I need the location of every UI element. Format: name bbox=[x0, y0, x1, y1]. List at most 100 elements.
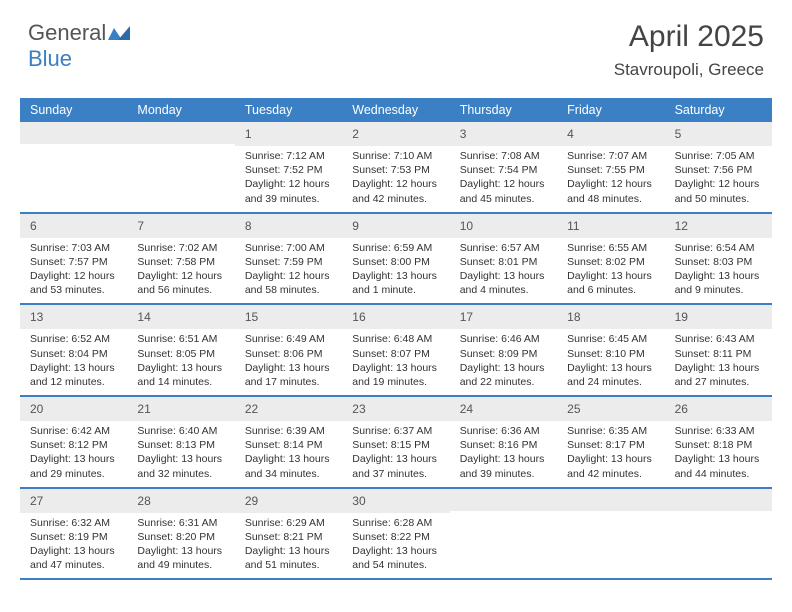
day-number-row: 2 bbox=[342, 122, 449, 146]
brand-word-b: Blue bbox=[28, 46, 72, 71]
sunrise-text: Sunrise: 6:46 AM bbox=[460, 332, 547, 346]
day-details: Sunrise: 6:54 AMSunset: 8:03 PMDaylight:… bbox=[665, 241, 772, 298]
weekday-label: Sunday bbox=[20, 98, 127, 122]
sunrise-text: Sunrise: 6:33 AM bbox=[675, 424, 762, 438]
day-number: 6 bbox=[30, 219, 37, 233]
brand-logo: General Blue bbox=[28, 20, 130, 72]
weekday-header: SundayMondayTuesdayWednesdayThursdayFrid… bbox=[20, 98, 772, 122]
weekday-label: Wednesday bbox=[342, 98, 449, 122]
week-row: 20Sunrise: 6:42 AMSunset: 8:12 PMDayligh… bbox=[20, 397, 772, 489]
day-number: 19 bbox=[675, 310, 688, 324]
sunrise-text: Sunrise: 6:59 AM bbox=[352, 241, 439, 255]
day-details: Sunrise: 7:08 AMSunset: 7:54 PMDaylight:… bbox=[450, 149, 557, 206]
sunset-text: Sunset: 8:14 PM bbox=[245, 438, 332, 452]
day-number: 24 bbox=[460, 402, 473, 416]
day-number-row: 8 bbox=[235, 214, 342, 238]
day-number: 25 bbox=[567, 402, 580, 416]
day-cell: 28Sunrise: 6:31 AMSunset: 8:20 PMDayligh… bbox=[127, 489, 234, 579]
daylight-text: Daylight: 12 hours and 53 minutes. bbox=[30, 269, 117, 297]
daylight-text: Daylight: 13 hours and 51 minutes. bbox=[245, 544, 332, 572]
day-cell: 18Sunrise: 6:45 AMSunset: 8:10 PMDayligh… bbox=[557, 305, 664, 395]
day-cell: 24 Sunrise: 6:36 AMSunset: 8:16 PMDayligh… bbox=[450, 397, 557, 487]
daylight-text: Daylight: 12 hours and 42 minutes. bbox=[352, 177, 439, 205]
sunrise-text: Sunrise: 6:29 AM bbox=[245, 516, 332, 530]
sunset-text: Sunset: 8:05 PM bbox=[137, 347, 224, 361]
daylight-text: Daylight: 12 hours and 50 minutes. bbox=[675, 177, 762, 205]
sunset-text: Sunset: 7:59 PM bbox=[245, 255, 332, 269]
day-cell: 21Sunrise: 6:40 AMSunset: 8:13 PMDayligh… bbox=[127, 397, 234, 487]
day-details: Sunrise: 6:59 AMSunset: 8:00 PMDaylight:… bbox=[342, 241, 449, 298]
day-number-row: 29 bbox=[235, 489, 342, 513]
daylight-text: Daylight: 13 hours and 17 minutes. bbox=[245, 361, 332, 389]
day-number-row: 4 bbox=[557, 122, 664, 146]
sunset-text: Sunset: 8:15 PM bbox=[352, 438, 439, 452]
sunrise-text: Sunrise: 7:02 AM bbox=[137, 241, 224, 255]
sunset-text: Sunset: 8:12 PM bbox=[30, 438, 117, 452]
day-number-row: 17 bbox=[450, 305, 557, 329]
day-number-row bbox=[557, 489, 664, 511]
day-details: Sunrise: 6:51 AMSunset: 8:05 PMDaylight:… bbox=[127, 332, 234, 389]
daylight-text: Daylight: 13 hours and 1 minute. bbox=[352, 269, 439, 297]
day-cell: 19Sunrise: 6:43 AMSunset: 8:11 PMDayligh… bbox=[665, 305, 772, 395]
sunrise-text: Sunrise: 6:49 AM bbox=[245, 332, 332, 346]
sunset-text: Sunset: 7:55 PM bbox=[567, 163, 654, 177]
day-cell: 16Sunrise: 6:48 AMSunset: 8:07 PMDayligh… bbox=[342, 305, 449, 395]
daylight-text: Daylight: 13 hours and 6 minutes. bbox=[567, 269, 654, 297]
sunset-text: Sunset: 8:06 PM bbox=[245, 347, 332, 361]
day-cell: 15 Sunrise: 6:49 AMSunset: 8:06 PMDayligh… bbox=[235, 305, 342, 395]
day-number-row: 30 bbox=[342, 489, 449, 513]
day-details: Sunrise: 6:29 AMSunset: 8:21 PMDaylight:… bbox=[235, 516, 342, 573]
day-number-row: 13 bbox=[20, 305, 127, 329]
day-number: 17 bbox=[460, 310, 473, 324]
daylight-text: Daylight: 13 hours and 42 minutes. bbox=[567, 452, 654, 480]
sunset-text: Sunset: 8:04 PM bbox=[30, 347, 117, 361]
day-cell: 5Sunrise: 7:05 AMSunset: 7:56 PMDaylight… bbox=[665, 122, 772, 212]
day-number-row bbox=[665, 489, 772, 511]
day-details: Sunrise: 7:10 AMSunset: 7:53 PMDaylight:… bbox=[342, 149, 449, 206]
day-number: 14 bbox=[137, 310, 150, 324]
day-details: Sunrise: 6:55 AMSunset: 8:02 PMDaylight:… bbox=[557, 241, 664, 298]
day-number-row: 27 bbox=[20, 489, 127, 513]
daylight-text: Daylight: 13 hours and 9 minutes. bbox=[675, 269, 762, 297]
weekday-label: Monday bbox=[127, 98, 234, 122]
day-number-row: 14 bbox=[127, 305, 234, 329]
day-details: Sunrise: 6:46 AMSunset: 8:09 PMDaylight:… bbox=[450, 332, 557, 389]
day-number-row: 26 bbox=[665, 397, 772, 421]
sunrise-text: Sunrise: 6:43 AM bbox=[675, 332, 762, 346]
day-number: 2 bbox=[352, 127, 359, 141]
week-row: 13 Sunrise: 6:52 AMSunset: 8:04 PMDayligh… bbox=[20, 305, 772, 397]
day-number-row: 15 bbox=[235, 305, 342, 329]
day-number: 12 bbox=[675, 219, 688, 233]
daylight-text: Daylight: 12 hours and 45 minutes. bbox=[460, 177, 547, 205]
day-number: 15 bbox=[245, 310, 258, 324]
sunrise-text: Sunrise: 7:03 AM bbox=[30, 241, 117, 255]
day-details: Sunrise: 6:37 AMSunset: 8:15 PMDaylight:… bbox=[342, 424, 449, 481]
day-number-row: 16 bbox=[342, 305, 449, 329]
page-title: April 2025 bbox=[614, 20, 764, 54]
sunset-text: Sunset: 7:58 PM bbox=[137, 255, 224, 269]
sunset-text: Sunset: 8:13 PM bbox=[137, 438, 224, 452]
day-details: Sunrise: 6:36 AMSunset: 8:16 PMDaylight:… bbox=[450, 424, 557, 481]
day-cell: 26Sunrise: 6:33 AMSunset: 8:18 PMDayligh… bbox=[665, 397, 772, 487]
day-number: 5 bbox=[675, 127, 682, 141]
day-number-row: 1 bbox=[235, 122, 342, 146]
sunrise-text: Sunrise: 6:36 AM bbox=[460, 424, 547, 438]
day-number: 26 bbox=[675, 402, 688, 416]
day-details: Sunrise: 6:52 AMSunset: 8:04 PMDaylight:… bbox=[20, 332, 127, 389]
day-cell: 9Sunrise: 6:59 AMSunset: 8:00 PMDaylight… bbox=[342, 214, 449, 304]
day-number: 13 bbox=[30, 310, 43, 324]
day-number-row: 12 bbox=[665, 214, 772, 238]
day-details: Sunrise: 6:32 AMSunset: 8:19 PMDaylight:… bbox=[20, 516, 127, 573]
daylight-text: Daylight: 12 hours and 39 minutes. bbox=[245, 177, 332, 205]
sunset-text: Sunset: 7:54 PM bbox=[460, 163, 547, 177]
day-cell: 2 Sunrise: 7:10 AMSunset: 7:53 PMDaylight… bbox=[342, 122, 449, 212]
day-number: 28 bbox=[137, 494, 150, 508]
sunset-text: Sunset: 7:57 PM bbox=[30, 255, 117, 269]
day-number: 23 bbox=[352, 402, 365, 416]
weekday-label: Saturday bbox=[665, 98, 772, 122]
day-number-row: 5 bbox=[665, 122, 772, 146]
weekday-label: Thursday bbox=[450, 98, 557, 122]
daylight-text: Daylight: 13 hours and 39 minutes. bbox=[460, 452, 547, 480]
day-number-row: 25 bbox=[557, 397, 664, 421]
sunset-text: Sunset: 8:01 PM bbox=[460, 255, 547, 269]
